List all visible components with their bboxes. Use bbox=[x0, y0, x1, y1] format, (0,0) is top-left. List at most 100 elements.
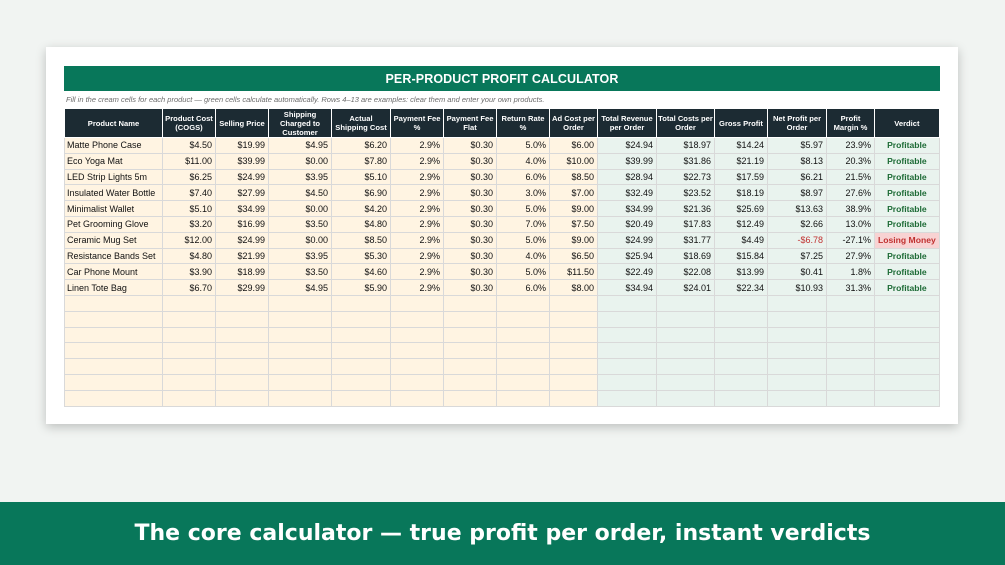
input-cell[interactable] bbox=[443, 294, 497, 312]
input-cell[interactable] bbox=[496, 389, 550, 407]
input-cell[interactable]: 7.0% bbox=[496, 215, 550, 233]
input-cell[interactable] bbox=[64, 373, 163, 391]
input-cell[interactable]: 2.9% bbox=[390, 263, 444, 281]
input-cell[interactable]: 5.0% bbox=[496, 200, 550, 217]
input-cell[interactable] bbox=[496, 326, 550, 344]
input-cell[interactable] bbox=[549, 358, 598, 375]
input-cell[interactable]: 4.0% bbox=[496, 247, 550, 265]
input-cell[interactable] bbox=[215, 373, 269, 391]
input-cell[interactable]: 2.9% bbox=[390, 168, 444, 186]
input-cell[interactable] bbox=[443, 373, 497, 391]
input-cell[interactable]: 5.0% bbox=[496, 137, 550, 154]
input-cell[interactable]: $9.00 bbox=[549, 231, 598, 249]
input-cell[interactable] bbox=[549, 326, 598, 344]
input-cell[interactable]: Eco Yoga Mat bbox=[64, 152, 163, 170]
input-cell[interactable] bbox=[268, 358, 332, 375]
input-cell[interactable]: $7.50 bbox=[549, 215, 598, 233]
input-cell[interactable] bbox=[268, 310, 332, 328]
input-cell[interactable]: $0.30 bbox=[443, 152, 497, 170]
input-cell[interactable] bbox=[162, 326, 216, 344]
input-cell[interactable]: $3.50 bbox=[268, 263, 332, 281]
input-cell[interactable] bbox=[496, 342, 550, 360]
input-cell[interactable]: Matte Phone Case bbox=[64, 137, 163, 154]
input-cell[interactable]: $10.00 bbox=[549, 152, 598, 170]
input-cell[interactable] bbox=[268, 326, 332, 344]
input-cell[interactable]: $6.00 bbox=[549, 137, 598, 154]
input-cell[interactable]: $6.25 bbox=[162, 168, 216, 186]
input-cell[interactable]: $24.99 bbox=[215, 168, 269, 186]
input-cell[interactable] bbox=[268, 373, 332, 391]
input-cell[interactable]: $4.50 bbox=[268, 184, 332, 202]
input-cell[interactable] bbox=[549, 310, 598, 328]
input-cell[interactable]: $8.00 bbox=[549, 279, 598, 296]
input-cell[interactable]: $21.99 bbox=[215, 247, 269, 265]
input-cell[interactable]: 6.0% bbox=[496, 168, 550, 186]
input-cell[interactable] bbox=[215, 294, 269, 312]
input-cell[interactable] bbox=[162, 389, 216, 407]
input-cell[interactable]: $6.90 bbox=[331, 184, 391, 202]
input-cell[interactable] bbox=[268, 294, 332, 312]
input-cell[interactable]: 2.9% bbox=[390, 152, 444, 170]
input-cell[interactable]: $0.00 bbox=[268, 231, 332, 249]
input-cell[interactable] bbox=[331, 389, 391, 407]
input-cell[interactable] bbox=[268, 342, 332, 360]
input-cell[interactable]: $6.20 bbox=[331, 137, 391, 154]
input-cell[interactable] bbox=[496, 294, 550, 312]
input-cell[interactable] bbox=[496, 358, 550, 375]
input-cell[interactable]: Resistance Bands Set bbox=[64, 247, 163, 265]
input-cell[interactable] bbox=[215, 310, 269, 328]
input-cell[interactable]: Ceramic Mug Set bbox=[64, 231, 163, 249]
input-cell[interactable]: $0.30 bbox=[443, 231, 497, 249]
input-cell[interactable] bbox=[64, 310, 163, 328]
input-cell[interactable]: $3.95 bbox=[268, 247, 332, 265]
input-cell[interactable]: Minimalist Wallet bbox=[64, 200, 163, 217]
input-cell[interactable]: $7.40 bbox=[162, 184, 216, 202]
input-cell[interactable] bbox=[215, 358, 269, 375]
input-cell[interactable]: $0.30 bbox=[443, 184, 497, 202]
input-cell[interactable] bbox=[549, 342, 598, 360]
input-cell[interactable] bbox=[331, 342, 391, 360]
input-cell[interactable] bbox=[162, 373, 216, 391]
input-cell[interactable] bbox=[64, 326, 163, 344]
input-cell[interactable]: $18.99 bbox=[215, 263, 269, 281]
input-cell[interactable] bbox=[443, 389, 497, 407]
input-cell[interactable] bbox=[215, 342, 269, 360]
input-cell[interactable] bbox=[390, 373, 444, 391]
input-cell[interactable]: $8.50 bbox=[549, 168, 598, 186]
input-cell[interactable]: $4.95 bbox=[268, 137, 332, 154]
input-cell[interactable]: $4.80 bbox=[162, 247, 216, 265]
input-cell[interactable]: $3.20 bbox=[162, 215, 216, 233]
input-cell[interactable]: 4.0% bbox=[496, 152, 550, 170]
input-cell[interactable] bbox=[162, 294, 216, 312]
input-cell[interactable]: $0.30 bbox=[443, 137, 497, 154]
input-cell[interactable]: $0.30 bbox=[443, 279, 497, 296]
input-cell[interactable]: 2.9% bbox=[390, 247, 444, 265]
input-cell[interactable]: 2.9% bbox=[390, 215, 444, 233]
input-cell[interactable]: $5.10 bbox=[331, 168, 391, 186]
input-cell[interactable] bbox=[443, 310, 497, 328]
input-cell[interactable] bbox=[496, 310, 550, 328]
input-cell[interactable]: $11.00 bbox=[162, 152, 216, 170]
input-cell[interactable] bbox=[215, 389, 269, 407]
input-cell[interactable] bbox=[64, 342, 163, 360]
input-cell[interactable]: $0.30 bbox=[443, 215, 497, 233]
input-cell[interactable]: $24.99 bbox=[215, 231, 269, 249]
input-cell[interactable] bbox=[549, 389, 598, 407]
input-cell[interactable]: $29.99 bbox=[215, 279, 269, 296]
input-cell[interactable]: $12.00 bbox=[162, 231, 216, 249]
input-cell[interactable]: $5.30 bbox=[331, 247, 391, 265]
input-cell[interactable]: $3.95 bbox=[268, 168, 332, 186]
input-cell[interactable] bbox=[390, 389, 444, 407]
input-cell[interactable]: $6.70 bbox=[162, 279, 216, 296]
input-cell[interactable]: Insulated Water Bottle bbox=[64, 184, 163, 202]
input-cell[interactable]: $4.80 bbox=[331, 215, 391, 233]
input-cell[interactable] bbox=[390, 294, 444, 312]
input-cell[interactable] bbox=[64, 389, 163, 407]
input-cell[interactable]: 2.9% bbox=[390, 184, 444, 202]
input-cell[interactable]: $16.99 bbox=[215, 215, 269, 233]
input-cell[interactable]: $6.50 bbox=[549, 247, 598, 265]
input-cell[interactable]: $4.50 bbox=[162, 137, 216, 154]
input-cell[interactable]: 5.0% bbox=[496, 231, 550, 249]
input-cell[interactable]: $5.90 bbox=[331, 279, 391, 296]
input-cell[interactable]: $4.95 bbox=[268, 279, 332, 296]
